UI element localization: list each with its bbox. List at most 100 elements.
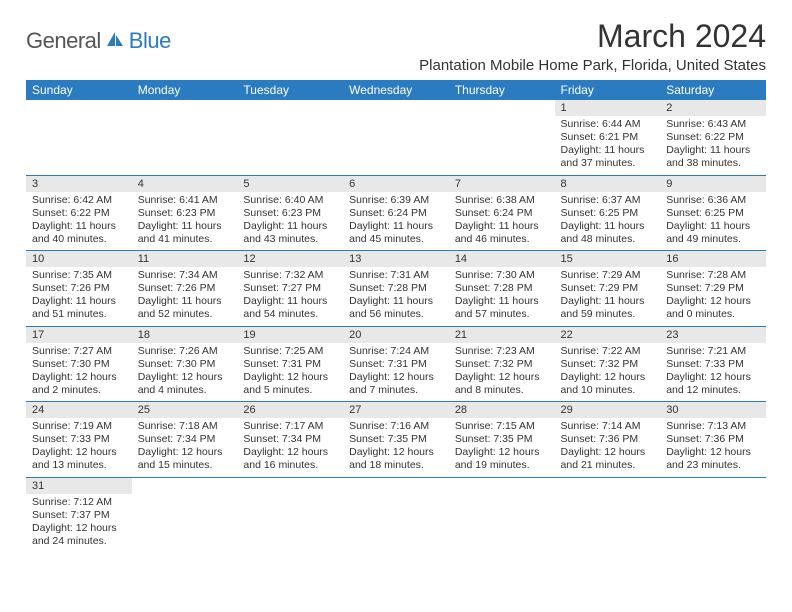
day-number: 2 (660, 100, 766, 116)
day-number: 7 (449, 176, 555, 192)
weekday-header: Thursday (449, 80, 555, 100)
calendar-cell: 7Sunrise: 6:38 AMSunset: 6:24 PMDaylight… (449, 175, 555, 251)
calendar-cell (26, 100, 132, 175)
calendar-cell: 10Sunrise: 7:35 AMSunset: 7:26 PMDayligh… (26, 251, 132, 327)
day-content: Sunrise: 6:37 AMSunset: 6:25 PMDaylight:… (555, 192, 661, 251)
day-number: 17 (26, 327, 132, 343)
calendar-row: 3Sunrise: 6:42 AMSunset: 6:22 PMDaylight… (26, 175, 766, 251)
calendar-cell: 31Sunrise: 7:12 AMSunset: 7:37 PMDayligh… (26, 477, 132, 552)
calendar-row: 1Sunrise: 6:44 AMSunset: 6:21 PMDaylight… (26, 100, 766, 175)
calendar-cell: 11Sunrise: 7:34 AMSunset: 7:26 PMDayligh… (132, 251, 238, 327)
day-content: Sunrise: 7:24 AMSunset: 7:31 PMDaylight:… (343, 343, 449, 402)
calendar-cell: 25Sunrise: 7:18 AMSunset: 7:34 PMDayligh… (132, 402, 238, 478)
day-number: 1 (555, 100, 661, 116)
calendar-cell (237, 477, 343, 552)
weekday-header: Tuesday (237, 80, 343, 100)
calendar-cell: 18Sunrise: 7:26 AMSunset: 7:30 PMDayligh… (132, 326, 238, 402)
logo-text-general: General (26, 28, 101, 54)
calendar-cell (237, 100, 343, 175)
day-number: 12 (237, 251, 343, 267)
day-number: 24 (26, 402, 132, 418)
calendar-cell (449, 477, 555, 552)
calendar-cell: 9Sunrise: 6:36 AMSunset: 6:25 PMDaylight… (660, 175, 766, 251)
calendar-cell: 3Sunrise: 6:42 AMSunset: 6:22 PMDaylight… (26, 175, 132, 251)
day-number: 8 (555, 176, 661, 192)
day-content: Sunrise: 6:41 AMSunset: 6:23 PMDaylight:… (132, 192, 238, 251)
calendar-cell (132, 100, 238, 175)
day-content: Sunrise: 7:23 AMSunset: 7:32 PMDaylight:… (449, 343, 555, 402)
day-content: Sunrise: 7:13 AMSunset: 7:36 PMDaylight:… (660, 418, 766, 477)
day-number: 27 (343, 402, 449, 418)
day-content: Sunrise: 7:21 AMSunset: 7:33 PMDaylight:… (660, 343, 766, 402)
calendar-cell: 13Sunrise: 7:31 AMSunset: 7:28 PMDayligh… (343, 251, 449, 327)
calendar-cell: 2Sunrise: 6:43 AMSunset: 6:22 PMDaylight… (660, 100, 766, 175)
calendar-cell (132, 477, 238, 552)
day-number: 29 (555, 402, 661, 418)
day-content: Sunrise: 6:42 AMSunset: 6:22 PMDaylight:… (26, 192, 132, 251)
calendar-cell: 21Sunrise: 7:23 AMSunset: 7:32 PMDayligh… (449, 326, 555, 402)
day-number: 9 (660, 176, 766, 192)
day-content: Sunrise: 7:17 AMSunset: 7:34 PMDaylight:… (237, 418, 343, 477)
day-number: 10 (26, 251, 132, 267)
weekday-header: Sunday (26, 80, 132, 100)
title-block: March 2024 Plantation Mobile Home Park, … (419, 18, 766, 74)
weekday-header: Wednesday (343, 80, 449, 100)
day-number: 19 (237, 327, 343, 343)
day-number: 13 (343, 251, 449, 267)
calendar-cell (449, 100, 555, 175)
day-number: 5 (237, 176, 343, 192)
calendar-cell: 29Sunrise: 7:14 AMSunset: 7:36 PMDayligh… (555, 402, 661, 478)
calendar-table: Sunday Monday Tuesday Wednesday Thursday… (26, 80, 766, 552)
calendar-cell: 26Sunrise: 7:17 AMSunset: 7:34 PMDayligh… (237, 402, 343, 478)
day-number: 23 (660, 327, 766, 343)
weekday-header: Saturday (660, 80, 766, 100)
day-content: Sunrise: 7:30 AMSunset: 7:28 PMDaylight:… (449, 267, 555, 326)
weekday-header: Friday (555, 80, 661, 100)
day-content: Sunrise: 7:28 AMSunset: 7:29 PMDaylight:… (660, 267, 766, 326)
day-content: Sunrise: 6:39 AMSunset: 6:24 PMDaylight:… (343, 192, 449, 251)
day-number: 18 (132, 327, 238, 343)
calendar-cell: 12Sunrise: 7:32 AMSunset: 7:27 PMDayligh… (237, 251, 343, 327)
day-number: 20 (343, 327, 449, 343)
calendar-row: 10Sunrise: 7:35 AMSunset: 7:26 PMDayligh… (26, 251, 766, 327)
day-content: Sunrise: 7:32 AMSunset: 7:27 PMDaylight:… (237, 267, 343, 326)
day-number: 16 (660, 251, 766, 267)
calendar-cell (343, 477, 449, 552)
header: General Blue March 2024 Plantation Mobil… (26, 18, 766, 74)
calendar-cell (555, 477, 661, 552)
day-content: Sunrise: 6:36 AMSunset: 6:25 PMDaylight:… (660, 192, 766, 251)
day-content: Sunrise: 6:43 AMSunset: 6:22 PMDaylight:… (660, 116, 766, 175)
calendar-cell: 28Sunrise: 7:15 AMSunset: 7:35 PMDayligh… (449, 402, 555, 478)
day-content: Sunrise: 7:31 AMSunset: 7:28 PMDaylight:… (343, 267, 449, 326)
day-number: 6 (343, 176, 449, 192)
calendar-cell: 27Sunrise: 7:16 AMSunset: 7:35 PMDayligh… (343, 402, 449, 478)
day-content: Sunrise: 7:15 AMSunset: 7:35 PMDaylight:… (449, 418, 555, 477)
day-number: 22 (555, 327, 661, 343)
day-number: 31 (26, 478, 132, 494)
day-content: Sunrise: 7:16 AMSunset: 7:35 PMDaylight:… (343, 418, 449, 477)
calendar-cell: 19Sunrise: 7:25 AMSunset: 7:31 PMDayligh… (237, 326, 343, 402)
logo-sail-icon (105, 28, 125, 54)
calendar-cell (660, 477, 766, 552)
page-subtitle: Plantation Mobile Home Park, Florida, Un… (419, 57, 766, 74)
logo-text-blue: Blue (129, 28, 171, 54)
day-content: Sunrise: 7:29 AMSunset: 7:29 PMDaylight:… (555, 267, 661, 326)
day-number: 14 (449, 251, 555, 267)
calendar-cell: 23Sunrise: 7:21 AMSunset: 7:33 PMDayligh… (660, 326, 766, 402)
calendar-cell: 30Sunrise: 7:13 AMSunset: 7:36 PMDayligh… (660, 402, 766, 478)
calendar-cell (343, 100, 449, 175)
calendar-cell: 14Sunrise: 7:30 AMSunset: 7:28 PMDayligh… (449, 251, 555, 327)
day-number: 25 (132, 402, 238, 418)
day-number: 4 (132, 176, 238, 192)
page-title: March 2024 (419, 18, 766, 55)
calendar-row: 17Sunrise: 7:27 AMSunset: 7:30 PMDayligh… (26, 326, 766, 402)
day-number: 30 (660, 402, 766, 418)
logo: General Blue (26, 18, 171, 54)
day-content: Sunrise: 7:18 AMSunset: 7:34 PMDaylight:… (132, 418, 238, 477)
calendar-cell: 15Sunrise: 7:29 AMSunset: 7:29 PMDayligh… (555, 251, 661, 327)
day-content: Sunrise: 7:35 AMSunset: 7:26 PMDaylight:… (26, 267, 132, 326)
calendar-cell: 1Sunrise: 6:44 AMSunset: 6:21 PMDaylight… (555, 100, 661, 175)
day-content: Sunrise: 7:27 AMSunset: 7:30 PMDaylight:… (26, 343, 132, 402)
day-number: 28 (449, 402, 555, 418)
day-content: Sunrise: 6:38 AMSunset: 6:24 PMDaylight:… (449, 192, 555, 251)
